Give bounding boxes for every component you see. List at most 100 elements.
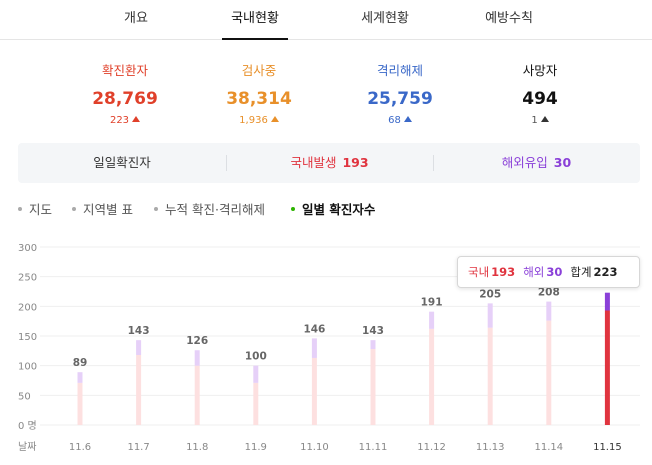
x-tick-label: 11.12 bbox=[417, 442, 446, 453]
stat-released: 격리해제 25,759 68 bbox=[335, 62, 465, 128]
stat-value: 25,759 bbox=[367, 89, 433, 109]
overseas-value: 30 bbox=[553, 155, 572, 170]
y-tick-label: 250 bbox=[18, 273, 37, 284]
tab-domestic[interactable]: 국내현황 bbox=[222, 0, 288, 40]
stat-delta: 68 bbox=[335, 114, 465, 128]
daily-summary-bar: 일일확진자 국내발생 193 해외유입 30 bbox=[18, 143, 640, 183]
bar-overseas bbox=[194, 350, 200, 366]
bar-domestic bbox=[487, 327, 493, 425]
top-tabs: 개요 국내현황 세계현황 예방수칙 bbox=[0, 0, 652, 40]
bar-overseas bbox=[77, 372, 83, 383]
stat-delta-value: 1,936 bbox=[239, 115, 268, 126]
x-tick-label: 11.6 bbox=[69, 442, 91, 453]
x-tick-label: 11.11 bbox=[359, 442, 388, 453]
stat-value: 494 bbox=[522, 89, 558, 109]
tooltip-total-label: 합계 bbox=[570, 265, 592, 279]
stat-delta-value: 223 bbox=[109, 115, 130, 126]
arrow-up-icon bbox=[132, 116, 141, 122]
bar-total-label: 143 bbox=[128, 325, 150, 337]
tab-overview[interactable]: 개요 bbox=[124, 11, 148, 26]
tab-prevention[interactable]: 예방수칙 bbox=[485, 11, 533, 26]
bar-overseas bbox=[311, 338, 317, 358]
menu-cumulative[interactable]: 누적 확진·격리해제 bbox=[154, 200, 265, 220]
bar-domestic bbox=[311, 357, 317, 425]
bar-overseas bbox=[136, 340, 142, 355]
bar-overseas bbox=[487, 303, 493, 328]
bar-total-label: 205 bbox=[479, 288, 501, 300]
x-tick-label: 11.13 bbox=[476, 442, 505, 453]
bullet-icon bbox=[291, 207, 295, 211]
stat-delta-value: 1 bbox=[531, 115, 538, 126]
menu-label: 일별 확진자수 bbox=[302, 202, 376, 217]
menu-label: 지도 bbox=[29, 202, 53, 217]
tooltip-overseas-label: 해외 bbox=[523, 265, 545, 279]
x-tick-label: 11.15 bbox=[593, 442, 622, 453]
y-tick-label: 300 bbox=[18, 243, 37, 254]
bar-overseas bbox=[604, 292, 610, 311]
daily-confirmed-label: 일일확진자 bbox=[93, 155, 151, 170]
stat-deaths: 사망자 494 1 bbox=[475, 62, 605, 128]
arrow-up-icon bbox=[540, 116, 549, 122]
bar-total-label: 89 bbox=[73, 357, 88, 369]
bar-domestic bbox=[136, 354, 142, 425]
bar-total-label: 100 bbox=[245, 351, 267, 363]
bar-total-label: 208 bbox=[538, 287, 560, 299]
bar-domestic bbox=[253, 382, 259, 425]
menu-daily-confirmed[interactable]: 일별 확진자수 bbox=[291, 200, 375, 220]
tooltip-total-value: 223 bbox=[593, 265, 618, 279]
stat-value: 28,769 bbox=[92, 89, 158, 109]
bar-total-label: 126 bbox=[186, 335, 208, 347]
y-tick-label: 50 bbox=[18, 391, 31, 402]
domestic-value: 193 bbox=[342, 155, 369, 170]
divider bbox=[433, 155, 434, 171]
arrow-up-icon bbox=[270, 116, 279, 122]
bar-total-label: 191 bbox=[421, 297, 443, 309]
menu-region-table[interactable]: 지역별 표 bbox=[72, 200, 133, 220]
bar-domestic bbox=[77, 382, 83, 425]
bar-domestic bbox=[370, 349, 376, 425]
tab-world[interactable]: 세계현황 bbox=[361, 11, 409, 26]
stat-label: 검사중 bbox=[241, 63, 277, 78]
stat-label: 사망자 bbox=[522, 63, 558, 78]
menu-map[interactable]: 지도 bbox=[18, 200, 52, 220]
bar-overseas bbox=[546, 301, 552, 321]
daily-confirmed-chart: 0 명 50 100 150 200 250 300 89 11.6 143 11.7 126 11.8… bbox=[18, 243, 640, 453]
menu-label: 지역별 표 bbox=[83, 202, 133, 217]
domestic-label: 국내발생 bbox=[290, 155, 337, 170]
stat-confirmed: 확진환자 28,769 223 bbox=[60, 62, 190, 128]
bullet-icon bbox=[72, 207, 76, 211]
x-tick-label: 11.9 bbox=[245, 442, 267, 453]
bar-overseas bbox=[429, 311, 435, 329]
tooltip-domestic-value: 193 bbox=[491, 265, 516, 279]
stat-delta: 1,936 bbox=[194, 114, 324, 128]
bar-domestic bbox=[194, 365, 200, 425]
arrow-up-icon bbox=[403, 116, 412, 122]
bar-total-label: 143 bbox=[362, 325, 384, 337]
x-tick-label: 11.10 bbox=[300, 442, 329, 453]
bar-domestic bbox=[604, 310, 610, 425]
bar-total-label: 146 bbox=[303, 323, 325, 335]
bar-domestic bbox=[546, 320, 552, 425]
bar-overseas bbox=[253, 365, 259, 383]
bar-overseas bbox=[370, 340, 376, 350]
overseas-label: 해외유입 bbox=[501, 155, 548, 170]
divider bbox=[226, 155, 227, 171]
bullet-icon bbox=[154, 207, 158, 211]
stat-label: 확진환자 bbox=[101, 63, 148, 78]
y-tick-label: 150 bbox=[18, 332, 37, 343]
stat-value: 38,314 bbox=[226, 89, 292, 109]
chart-tooltip: 국내 193 해외 30 합계 223 bbox=[457, 256, 640, 288]
stat-testing: 검사중 38,314 1,936 bbox=[194, 62, 324, 128]
bar-domestic bbox=[429, 328, 435, 425]
y-tick-label: 0 명 bbox=[18, 420, 37, 432]
y-tick-label: 200 bbox=[18, 302, 37, 313]
stat-delta-value: 68 bbox=[388, 115, 401, 126]
overseas-summary[interactable]: 해외유입 30 bbox=[433, 143, 640, 183]
tooltip-domestic-label: 국내 bbox=[468, 265, 490, 279]
stat-label: 격리해제 bbox=[376, 63, 423, 78]
domestic-summary[interactable]: 국내발생 193 bbox=[226, 143, 433, 183]
bullet-icon bbox=[18, 207, 22, 211]
x-tick-label: 11.7 bbox=[127, 442, 149, 453]
x-axis-title: 날짜 bbox=[18, 441, 36, 453]
tooltip-overseas-value: 30 bbox=[546, 265, 563, 279]
